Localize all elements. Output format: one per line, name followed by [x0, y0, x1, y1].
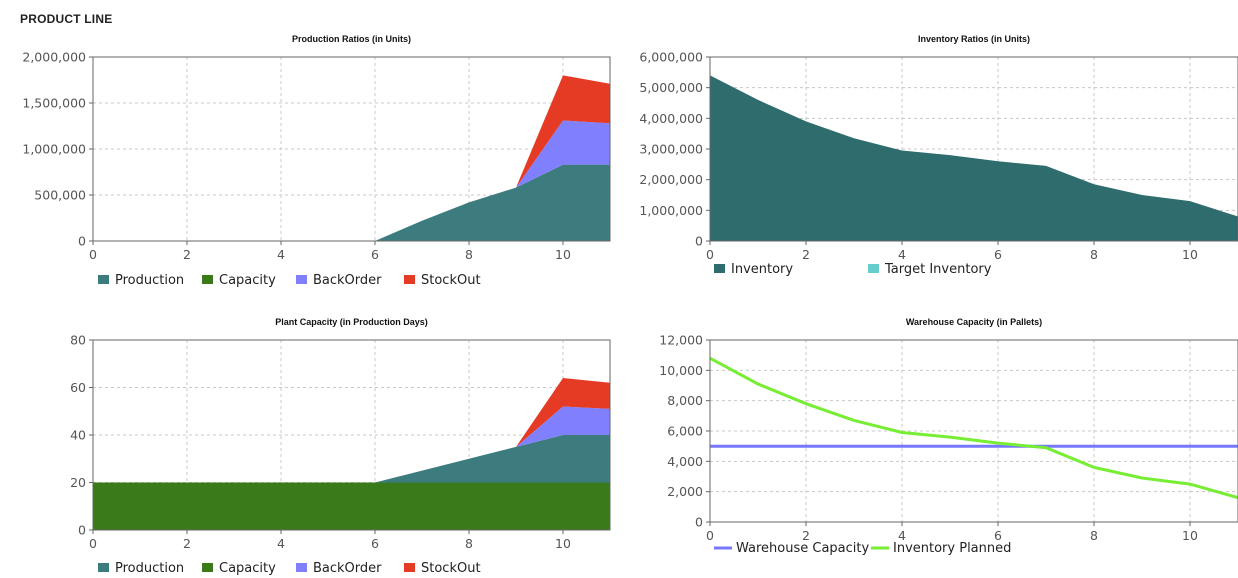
series-area-backorder: [93, 406, 610, 483]
series-area-stockout: [93, 75, 610, 242]
chart-title: Plant Capacity (in Production Days): [275, 317, 428, 327]
y-tick-label: 5,000,000: [639, 80, 703, 95]
y-tick-label: 1,000,000: [22, 142, 86, 157]
production-ratios-chart: Production Ratios (in Units) 0 500,000 1,00…: [22, 34, 611, 288]
x-tick-label: 4: [277, 247, 285, 262]
x-tick-label: 10: [1182, 528, 1198, 543]
legend-swatch-backorder: [296, 563, 307, 572]
y-tick-label: 0: [78, 523, 86, 538]
warehouse-capacity-chart: Warehouse Capacity (in Pallets) 0 2,000 4,0…: [659, 317, 1238, 556]
legend-label-target-inventory: Target Inventory: [884, 262, 992, 277]
y-tick-label: 4,000,000: [639, 111, 703, 126]
y-tick-label: 6,000: [667, 424, 703, 439]
y-tick-label: 12,000: [659, 333, 703, 348]
y-tick-label: 2,000,000: [22, 50, 86, 65]
legend-label-backorder: BackOrder: [313, 273, 382, 288]
series-area-inventory: [710, 75, 1238, 242]
x-tick-label: 8: [465, 247, 473, 262]
legend-label-production: Production: [115, 561, 184, 576]
y-tick-label: 20: [70, 475, 86, 490]
chart-title: Warehouse Capacity (in Pallets): [906, 317, 1042, 327]
y-tick-label: 0: [78, 234, 86, 249]
x-tick-label: 2: [183, 247, 191, 262]
legend-label-stockout: StockOut: [421, 273, 481, 288]
legend-swatch-inventory: [714, 264, 725, 273]
x-tick-label: 4: [277, 536, 285, 551]
legend-swatch-target-inventory: [868, 264, 879, 273]
x-tick-label: 2: [183, 536, 191, 551]
series-area-stockout: [93, 378, 610, 483]
x-tick-label: 2: [802, 247, 810, 262]
series-line-inventory-planned: [709, 356, 1238, 500]
plant-capacity-chart: Plant Capacity (in Production Days)02040…: [70, 317, 611, 576]
x-tick-label: 6: [994, 528, 1002, 543]
legend-swatch-stockout: [404, 563, 415, 572]
series-area-production: [93, 435, 610, 483]
x-tick-label: 0: [89, 536, 97, 551]
legend-label-backorder: BackOrder: [313, 561, 382, 576]
y-tick-label: 2,000: [667, 484, 703, 499]
y-tick-label: 10,000: [659, 363, 703, 378]
legend-swatch-capacity: [202, 563, 213, 572]
x-tick-label: 8: [1090, 247, 1098, 262]
legend-label-inventory: Inventory: [731, 262, 793, 277]
legend-label-capacity: Capacity: [219, 273, 276, 288]
y-tick-label: 4,000: [667, 454, 703, 469]
y-tick-label: 3,000,000: [639, 142, 703, 157]
chart-title: Production Ratios (in Units): [292, 34, 411, 44]
series-area-backorder: [93, 120, 610, 241]
legend-swatch-production: [98, 563, 109, 572]
series-area-production: [93, 164, 610, 241]
legend-label-production: Production: [115, 273, 184, 288]
y-tick-label: 60: [70, 380, 86, 395]
x-tick-label: 6: [994, 247, 1002, 262]
series-area-capacity: [93, 482, 610, 530]
y-tick-label: 8,000: [667, 393, 703, 408]
x-tick-label: 10: [1182, 247, 1198, 262]
x-tick-label: 8: [465, 536, 473, 551]
y-tick-label: 0: [695, 234, 703, 249]
x-tick-label: 4: [898, 528, 906, 543]
y-tick-label: 2,000,000: [639, 172, 703, 187]
legend-swatch-backorder: [296, 275, 307, 284]
y-tick-label: 0: [695, 515, 703, 530]
legend-label-stockout: StockOut: [421, 561, 481, 576]
y-tick-label: 1,500,000: [22, 96, 86, 111]
x-tick-label: 8: [1090, 528, 1098, 543]
y-tick-label: 6,000,000: [639, 50, 703, 65]
inventory-ratios-chart: Inventory Ratios (in Units) 0 1,000,000 2,0…: [639, 34, 1238, 277]
x-tick-label: 10: [555, 247, 571, 262]
chart-title: Inventory Ratios (in Units): [918, 34, 1030, 44]
y-tick-label: 500,000: [34, 188, 86, 203]
legend-swatch-stockout: [404, 275, 415, 284]
x-tick-label: 10: [555, 536, 571, 551]
legend-swatch-capacity: [202, 275, 213, 284]
x-tick-label: 0: [706, 247, 714, 262]
y-tick-label: 1,000,000: [639, 203, 703, 218]
x-tick-label: 6: [371, 536, 379, 551]
legend-label-inventory-planned: Inventory Planned: [893, 541, 1011, 556]
y-tick-label: 80: [70, 333, 86, 348]
x-tick-label: 4: [898, 247, 906, 262]
y-tick-label: 40: [70, 428, 86, 443]
x-tick-label: 0: [706, 528, 714, 543]
legend-swatch-production: [98, 275, 109, 284]
x-tick-label: 0: [89, 247, 97, 262]
x-tick-label: 2: [802, 528, 810, 543]
legend-label-capacity: Capacity: [219, 561, 276, 576]
page-title: PRODUCT LINE: [20, 12, 113, 26]
x-tick-label: 6: [371, 247, 379, 262]
legend-label-warehouse-capacity: Warehouse Capacity: [736, 541, 869, 556]
